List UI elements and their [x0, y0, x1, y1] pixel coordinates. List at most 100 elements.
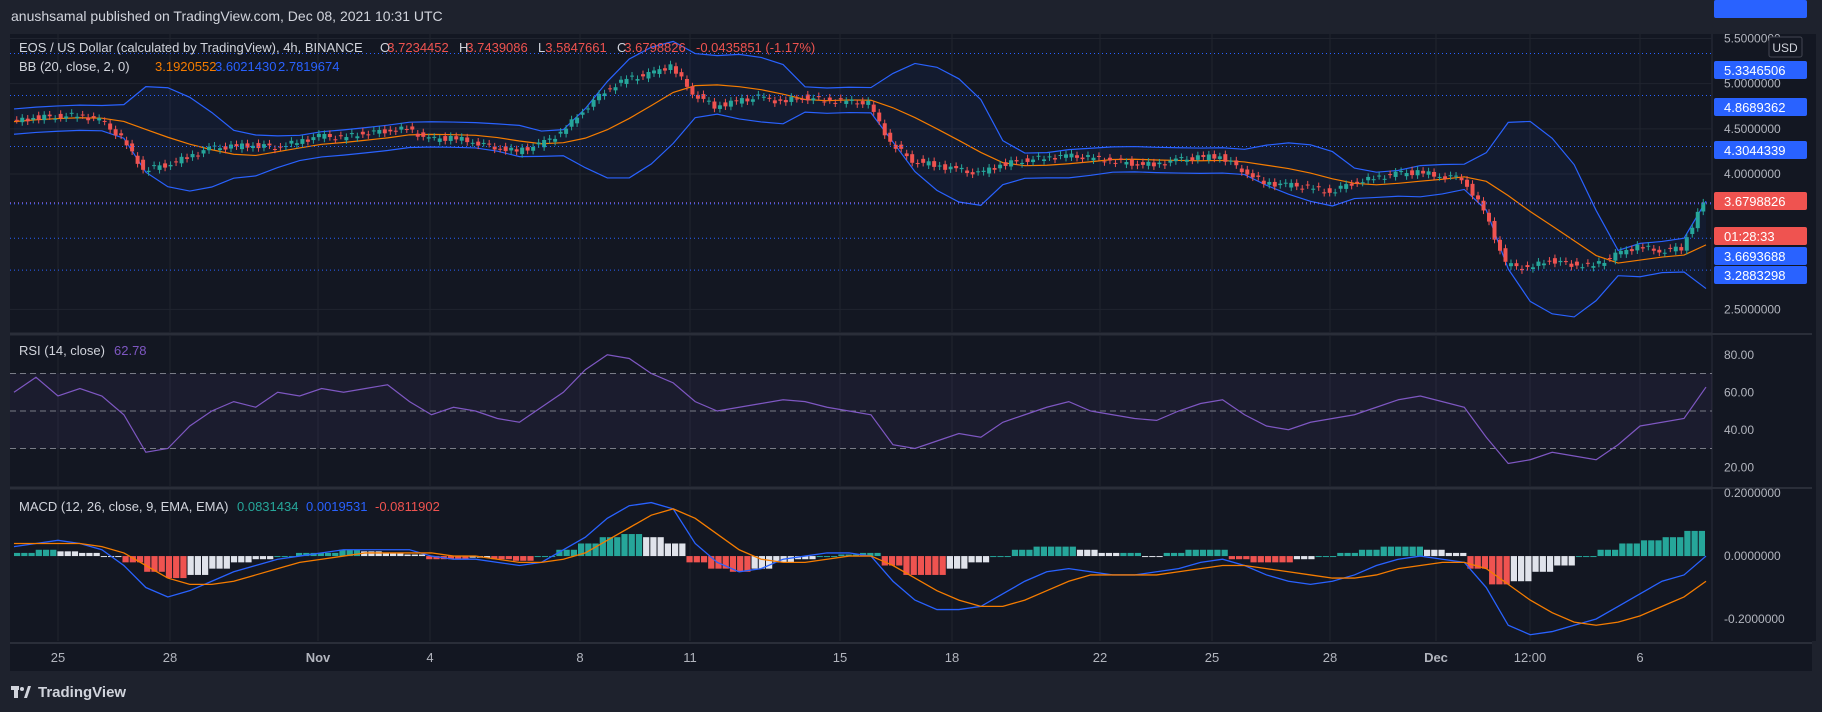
candle-body	[174, 161, 179, 163]
macd-histogram-bar	[1149, 556, 1156, 558]
candle-body	[1014, 160, 1019, 162]
macd-histogram-bar	[1424, 549, 1431, 557]
candle-body	[954, 166, 959, 169]
macd-histogram-bar	[1048, 546, 1055, 557]
macd-histogram-bar	[563, 549, 570, 557]
macd-histogram-bar	[1076, 549, 1084, 557]
candle-body	[1415, 170, 1420, 176]
macd-histogram-bar	[556, 549, 563, 557]
macd-histogram-bar	[570, 549, 577, 557]
candle-body	[976, 171, 981, 173]
candle-body	[503, 146, 508, 152]
macd-histogram-bar	[1503, 556, 1510, 585]
macd-histogram-bar	[1156, 556, 1163, 558]
macd-histogram-bar	[1033, 546, 1040, 557]
candle-body	[1003, 162, 1008, 166]
candle-body	[53, 118, 58, 120]
candle-body	[1327, 188, 1332, 193]
macd-histogram-bar	[1351, 552, 1358, 557]
candle-body	[811, 98, 816, 101]
candle-body	[734, 100, 739, 102]
candle-body	[641, 74, 646, 77]
macd-histogram-bar	[961, 556, 968, 569]
candle-body	[695, 94, 700, 99]
candle-body	[14, 119, 19, 121]
candle-body	[877, 112, 882, 122]
publisher-text: anushsamal published on TradingView.com,…	[11, 8, 443, 24]
candle-body	[97, 118, 102, 121]
candle-body	[805, 94, 810, 101]
candle-body	[701, 94, 706, 99]
candle-body	[1344, 184, 1349, 189]
candle-body	[223, 146, 228, 150]
macd-histogram-bar	[1518, 556, 1525, 582]
time-tick-label: 15	[833, 650, 847, 665]
price-label-box	[1714, 61, 1807, 79]
candle-body	[1322, 192, 1327, 194]
candle-body	[844, 100, 849, 104]
macd-histogram-bar	[628, 534, 635, 557]
candle-body	[558, 131, 563, 134]
macd-histogram-bar	[1062, 546, 1069, 557]
macd-histogram-bar	[1395, 546, 1402, 557]
candle-body	[1129, 159, 1134, 166]
candle-body	[1064, 154, 1069, 158]
macd-histogram-bar	[1431, 549, 1438, 557]
macd-value: 0.0019531	[306, 499, 367, 514]
candle-body	[597, 93, 602, 101]
candle-body	[1069, 153, 1074, 158]
macd-histogram-bar	[1445, 552, 1452, 557]
candle-body	[717, 105, 722, 109]
time-tick-label: 28	[1323, 650, 1337, 665]
candle-body	[921, 158, 926, 163]
macd-histogram-bar	[534, 556, 541, 558]
macd-histogram-bar	[418, 554, 426, 557]
candle-body	[1563, 261, 1568, 263]
candle-body	[635, 79, 640, 81]
macd-histogram-bar	[1590, 556, 1597, 558]
candle-body	[25, 118, 30, 122]
macd-histogram-bar	[686, 556, 693, 563]
macd-histogram-bar	[411, 554, 418, 557]
macd-histogram-bar	[64, 551, 71, 557]
macd-histogram-bar	[136, 556, 144, 563]
price-label-text: 4.8689362	[1724, 100, 1785, 115]
candle-body	[1234, 160, 1239, 166]
macd-histogram-bar	[1185, 549, 1192, 557]
candle-body	[1443, 176, 1448, 179]
macd-histogram-bar	[990, 556, 997, 558]
candle-body	[1223, 154, 1228, 162]
candle-body	[1151, 162, 1156, 167]
time-tick-label: 28	[163, 650, 177, 665]
macd-signal-line	[14, 508, 1707, 626]
macd-histogram-bar	[368, 551, 375, 557]
macd-histogram-bar	[122, 556, 129, 563]
macd-histogram-bar	[758, 556, 765, 569]
macd-histogram-bar	[1337, 552, 1344, 557]
candle-body	[1497, 239, 1502, 251]
candle-body	[1272, 181, 1277, 187]
macd-histogram-bar	[484, 556, 491, 558]
candle-body	[1305, 184, 1310, 186]
bb-basis-value: 3.1920552	[155, 59, 216, 74]
macd-histogram-bar	[1264, 556, 1272, 563]
candle-body	[789, 96, 794, 102]
candle-body	[152, 165, 157, 167]
candle-body	[657, 69, 662, 74]
candle-body	[684, 79, 689, 87]
candle-body	[1662, 252, 1667, 254]
candle-body	[1525, 265, 1530, 268]
candle-body	[300, 139, 305, 144]
candle-body	[1107, 157, 1112, 161]
candle-body	[196, 155, 201, 157]
macd-histogram-bar	[1467, 556, 1474, 569]
candle-body	[827, 97, 832, 101]
candle-body	[382, 129, 387, 134]
candle-body	[218, 148, 223, 151]
candle-body	[130, 143, 135, 152]
currency-label: USD	[1772, 41, 1798, 55]
candle-body	[926, 161, 931, 166]
macd-histogram-bar	[187, 556, 194, 575]
candle-body	[393, 130, 398, 132]
